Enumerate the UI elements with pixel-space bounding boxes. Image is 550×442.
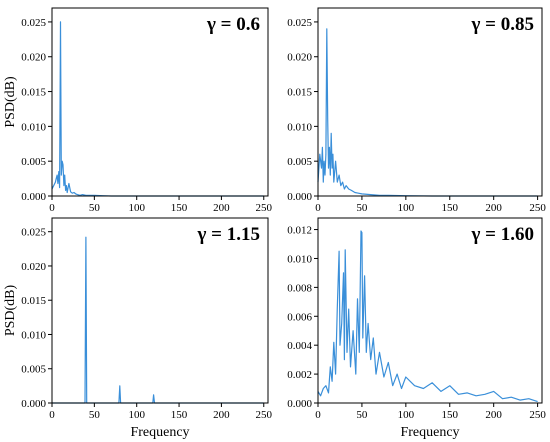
psd-series-line <box>52 236 264 404</box>
x-tick-label: 0 <box>315 409 321 421</box>
axes-frame <box>51 217 269 404</box>
y-tick-label: 0.025 <box>21 227 46 239</box>
subplot-2: 0 50 100 150 200 250 0.000 0.005 0.010 0.015 0.020… <box>287 7 546 214</box>
x-tick-label: 150 <box>171 409 188 421</box>
x-tick-label: 100 <box>398 409 415 421</box>
y-tick-label: 0.000 <box>287 191 312 203</box>
subplot-4: 0 50 100 150 200 250 0.000 0.002 0.004 0.006 0.008… <box>287 217 546 440</box>
y-tick-label: 0.010 <box>287 121 312 133</box>
x-tick-label: 250 <box>529 202 546 214</box>
axes-frame <box>51 7 269 197</box>
x-tick-label: 100 <box>128 409 145 421</box>
x-axis-label: Frequency <box>400 425 459 440</box>
gamma-annotation: γ = 0.85 <box>471 14 534 35</box>
y-tick-label: 0.000 <box>21 191 46 203</box>
x-tick-label: 250 <box>529 409 546 421</box>
x-tick-label: 0 <box>49 409 55 421</box>
psd-series-line <box>51 21 264 197</box>
y-tick-label: 0.006 <box>287 311 312 323</box>
x-tick-label: 50 <box>356 202 368 214</box>
subplot-1: 0 50 100 150 200 250 0.000 0.005 0.010 0.015 0.020… <box>3 7 273 214</box>
x-tick-label: 250 <box>256 202 273 214</box>
y-tick-label: 0.025 <box>287 17 312 29</box>
y-tick-label: 0.015 <box>21 87 46 99</box>
y-tick-label: 0.005 <box>21 156 46 168</box>
y-axis-label: PSD(dB) <box>3 284 18 336</box>
y-tick-label: 0.005 <box>287 156 312 168</box>
axes-frame <box>317 217 543 404</box>
y-tick-label: 0.002 <box>287 369 312 381</box>
x-tick-label: 0 <box>315 202 321 214</box>
gamma-annotation: γ = 0.6 <box>206 14 260 35</box>
y-tick-label: 0.008 <box>287 282 312 294</box>
x-axis-label: Frequency <box>130 425 189 440</box>
psd-series-line <box>317 28 538 197</box>
x-tick-label: 150 <box>442 202 459 214</box>
y-tick-label: 0.020 <box>21 52 46 64</box>
x-tick-label: 250 <box>256 409 273 421</box>
y-tick-label: 0.020 <box>287 52 312 64</box>
y-tick-label: 0.004 <box>287 340 312 352</box>
y-tick-label: 0.000 <box>287 398 312 410</box>
y-tick-label: 0.010 <box>287 253 312 265</box>
gamma-annotation: γ = 1.15 <box>197 224 260 245</box>
x-tick-label: 50 <box>89 202 101 214</box>
y-tick-label: 0.010 <box>21 121 46 133</box>
y-tick-label: 0.000 <box>21 398 46 410</box>
y-tick-label: 0.020 <box>21 261 46 273</box>
y-axis-label: PSD(dB) <box>3 76 18 128</box>
y-tick-label: 0.025 <box>21 17 46 29</box>
x-tick-label: 200 <box>213 202 230 214</box>
x-tick-label: 150 <box>442 409 459 421</box>
x-tick-label: 200 <box>485 409 502 421</box>
y-tick-label: 0.015 <box>21 295 46 307</box>
subplot-3: 0 50 100 150 200 250 0.000 0.005 0.010 0.015 0.020… <box>3 217 273 440</box>
y-tick-label: 0.012 <box>287 225 312 237</box>
x-tick-label: 0 <box>49 202 55 214</box>
x-tick-label: 50 <box>89 409 101 421</box>
y-tick-label: 0.015 <box>287 87 312 99</box>
x-tick-label: 150 <box>171 202 188 214</box>
x-tick-label: 200 <box>213 409 230 421</box>
psd-series-line <box>317 230 538 403</box>
gamma-annotation: γ = 1.60 <box>471 224 534 245</box>
y-tick-label: 0.005 <box>21 364 46 376</box>
x-tick-label: 50 <box>356 409 368 421</box>
x-tick-label: 100 <box>128 202 145 214</box>
x-tick-label: 200 <box>485 202 502 214</box>
y-tick-label: 0.010 <box>21 329 46 341</box>
x-tick-label: 100 <box>398 202 415 214</box>
axes-frame <box>317 7 543 197</box>
